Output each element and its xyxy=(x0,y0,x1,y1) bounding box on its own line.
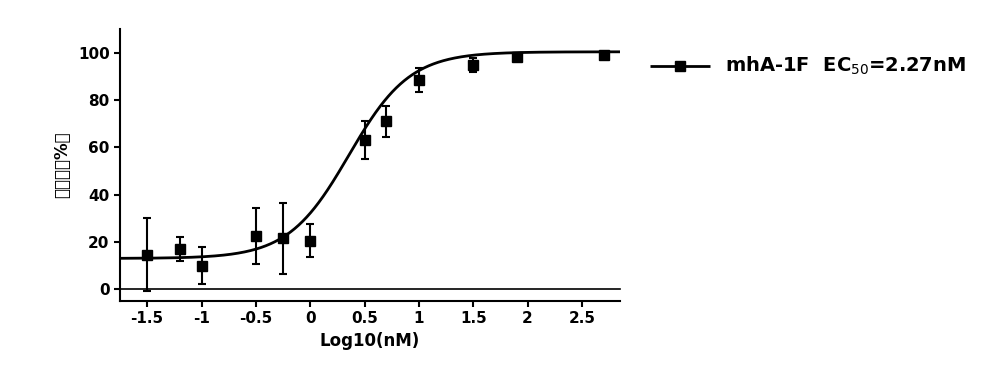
X-axis label: Log10(nM): Log10(nM) xyxy=(320,332,420,350)
Text: mhA-1F  EC$_{50}$=2.27nM: mhA-1F EC$_{50}$=2.27nM xyxy=(725,55,966,77)
Y-axis label: 抑制率（%）: 抑制率（%） xyxy=(53,132,71,199)
